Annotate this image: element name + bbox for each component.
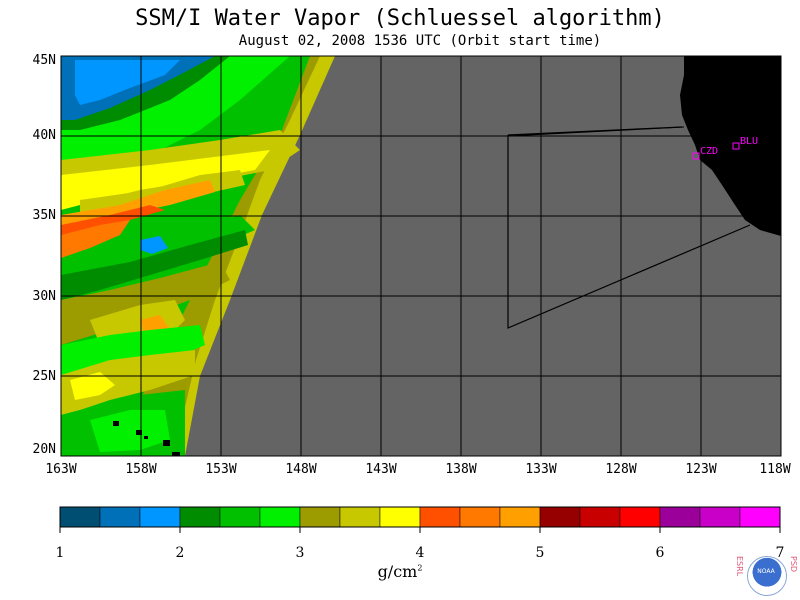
- colorbar-tick-label: 4: [415, 545, 425, 561]
- lat-label: 20N: [32, 442, 56, 457]
- colorbar-cell: [659, 506, 701, 528]
- colorbar-cell: [539, 506, 581, 528]
- colorbar-cell: [459, 506, 501, 528]
- station-blu-marker: [732, 142, 740, 150]
- colorbar-units: g/cm2: [377, 562, 423, 581]
- colorbar-cell: [579, 506, 621, 528]
- colorbar-tick-label: 1: [55, 545, 65, 561]
- colorbar-cell: [139, 506, 181, 528]
- colorbar-cell: [419, 506, 461, 528]
- lon-label: 123W: [685, 462, 717, 477]
- lat-label: 40N: [32, 128, 56, 143]
- map-subtitle: August 02, 2008 1536 UTC (Orbit start ti…: [238, 33, 602, 49]
- esrl-label: ESRL: [735, 556, 744, 577]
- station-label-blu: BLU: [740, 136, 759, 147]
- lon-label: 118W: [759, 462, 791, 477]
- map-grid: [61, 56, 781, 456]
- station-label-czd: CZD: [700, 146, 719, 157]
- noaa-logo: ESRL NOAA PSD: [735, 552, 798, 598]
- colorbar-cell: [179, 506, 221, 528]
- lon-label: 153W: [205, 462, 237, 477]
- colorbar-tick-label: 6: [655, 545, 665, 561]
- colorbar-cell: [99, 506, 141, 528]
- colorbar-cell: [619, 506, 661, 528]
- hawaii-islands: [113, 421, 180, 456]
- lat-label: 25N: [32, 369, 56, 384]
- lat-label: 30N: [32, 289, 56, 304]
- colorbar-cell: [259, 506, 301, 528]
- colorbar-tick-label: 2: [175, 545, 185, 561]
- colorbar-cell: [219, 506, 261, 528]
- colorbar-cell: [699, 506, 741, 528]
- colorbar-cell: [339, 506, 381, 528]
- lon-label: 128W: [605, 462, 637, 477]
- lat-label: 35N: [32, 208, 56, 223]
- colorbar-cell: [499, 506, 541, 528]
- colorbar-tick-label: 7: [775, 545, 785, 561]
- land-mass: [680, 56, 781, 236]
- lon-label: 138W: [445, 462, 477, 477]
- colorbar-cell: [379, 506, 421, 528]
- water-vapor-swath: [61, 56, 335, 456]
- psd-label: PSD: [789, 556, 798, 573]
- lat-label: 45N: [32, 53, 56, 68]
- lon-label: 148W: [285, 462, 317, 477]
- station-markers: [692, 142, 740, 160]
- colorbar-cell: [299, 506, 341, 528]
- map-frame: [60, 55, 782, 457]
- lon-label: 143W: [365, 462, 397, 477]
- colorbar-cell: [59, 506, 101, 528]
- colorbar-tick-label: 3: [295, 545, 305, 561]
- lon-label: 163W: [45, 462, 77, 477]
- lon-label: 158W: [125, 462, 157, 477]
- map-title: SSM/I Water Vapor (Schluessel algorithm): [135, 6, 665, 31]
- lon-label: 133W: [525, 462, 557, 477]
- noaa-emblem-icon: [747, 556, 787, 596]
- colorbar-cell: [739, 506, 781, 528]
- colorbar-tick-label: 5: [535, 545, 545, 561]
- station-czd-marker: [692, 152, 700, 160]
